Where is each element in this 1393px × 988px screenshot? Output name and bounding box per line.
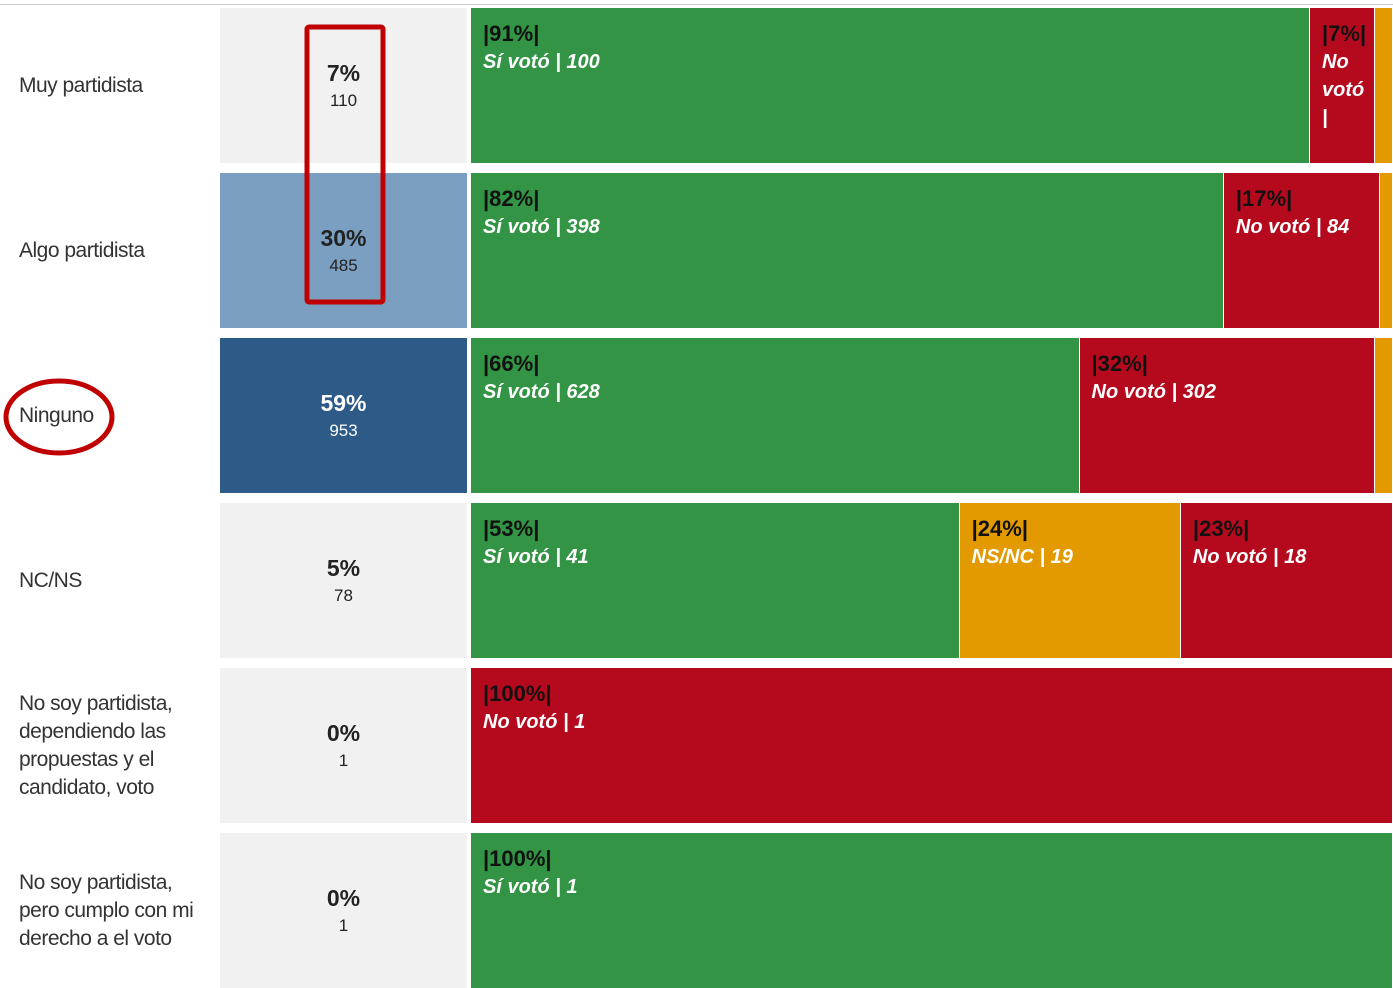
segment: |17%| No votó | 84 (1223, 173, 1380, 328)
segment-label: Sí votó | 41 (483, 546, 589, 568)
share-percent: 59% (320, 390, 367, 416)
segment: |24%| NS/NC | 19 (959, 503, 1181, 658)
segment: |66%| Sí votó | 628 (471, 338, 1080, 493)
segment-label: Sí votó | 398 (483, 216, 600, 238)
row: NC/NS 5% 78 |53%| Sí votó | 41 |24%| NS/NC | 1… (0, 503, 1393, 658)
segment (1374, 8, 1393, 163)
segment-label: No votó | 302 (1091, 381, 1217, 403)
share-percent: 7% (326, 60, 361, 86)
segment-label: Sí votó | 628 (483, 381, 600, 403)
segment-percent: |23%| (1192, 516, 1250, 541)
bar-stack: |100%| Sí votó | 1 (471, 833, 1393, 988)
segment: |7%| No votó | (1310, 8, 1375, 163)
row-label: Algo partidista (19, 238, 145, 262)
bar-stack: |82%| Sí votó | 398 |17%| No votó | 84 (471, 173, 1393, 328)
segment: |53%| Sí votó | 41 (471, 503, 960, 658)
row-label: Muy partidista (19, 73, 143, 97)
segment (1374, 338, 1393, 493)
row-label: NC/NS (19, 568, 82, 592)
segment-label: Sí votó | 1 (483, 876, 578, 898)
bar-stack: |91%| Sí votó | 100 |7%| No votó | (471, 8, 1393, 163)
segment-percent: |100%| (483, 681, 552, 706)
share-count: 1 (338, 751, 349, 770)
segment: |91%| Sí votó | 100 (471, 8, 1311, 163)
segment: |100%| No votó | 1 (471, 668, 1393, 823)
segment-percent: |17%| (1235, 186, 1293, 211)
segment-label: No votó | 1 (483, 711, 586, 733)
row-label: No soy partidista, pero cumplo con mi de… (19, 870, 194, 950)
segment-percent: |82%| (483, 186, 540, 211)
row-label: No soy partidista, dependiendo las propu… (19, 691, 173, 799)
share-cell: 5% 78 (220, 503, 467, 658)
segment: |23%| No votó | 18 (1180, 503, 1393, 658)
segment-label: No votó | 18 (1192, 546, 1307, 568)
share-percent: 30% (320, 225, 367, 251)
share-cell: 30% 485 (220, 173, 467, 328)
row: Algo partidista 30% 485 |82%| Sí votó | 398 |… (0, 173, 1393, 328)
row-label: Ninguno (19, 403, 94, 427)
bar-stack: |66%| Sí votó | 628 |32%| No votó | 302 (471, 338, 1393, 493)
share-count: 485 (329, 256, 358, 275)
share-cell: 7% 110 (220, 8, 467, 163)
bar-stack: |100%| No votó | 1 (471, 668, 1393, 823)
row: No soy partidista, dependiendo las propu… (0, 668, 1393, 823)
share-cell: 0% 1 (220, 833, 467, 988)
row: No soy partidista, pero cumplo con mi de… (0, 833, 1393, 988)
segment-percent: |100%| (483, 846, 552, 871)
segment-label: No votó | 84 (1235, 216, 1350, 238)
segment-percent: |91%| (483, 21, 540, 46)
share-count: 1 (338, 916, 349, 935)
share-percent: 0% (326, 720, 361, 746)
top-rule (0, 4, 1393, 5)
share-count: 110 (329, 91, 358, 110)
bar-stack: |53%| Sí votó | 41 |24%| NS/NC | 19 |23%| No … (471, 503, 1393, 658)
segment-percent: |32%| (1091, 351, 1148, 376)
segment-label: NS/NC | 19 (971, 546, 1073, 568)
segment: |100%| Sí votó | 1 (471, 833, 1393, 988)
segment-percent: |24%| (971, 516, 1028, 541)
segment-percent: |66%| (483, 351, 540, 376)
segment-label: Sí votó | 100 (483, 51, 600, 73)
segment (1380, 173, 1393, 328)
row: Muy partidista 7% 110 |91%| Sí votó | 100 |7%… (0, 8, 1393, 163)
share-percent: 0% (326, 885, 361, 911)
segment-percent: |53%| (483, 516, 540, 541)
segment-label: No votó | (1322, 51, 1365, 129)
segment: |82%| Sí votó | 398 (471, 173, 1224, 328)
segment: |32%| No votó | 302 (1079, 338, 1375, 493)
share-cell: 0% 1 (220, 668, 467, 823)
share-count: 953 (329, 421, 358, 440)
share-cell: 59% 953 (220, 338, 467, 493)
share-percent: 5% (326, 555, 361, 581)
share-count: 78 (334, 586, 353, 605)
segment-percent: |7%| (1322, 21, 1367, 46)
row: Ninguno 59% 953 |66%| Sí votó | 628 |32%| No v… (0, 338, 1393, 493)
